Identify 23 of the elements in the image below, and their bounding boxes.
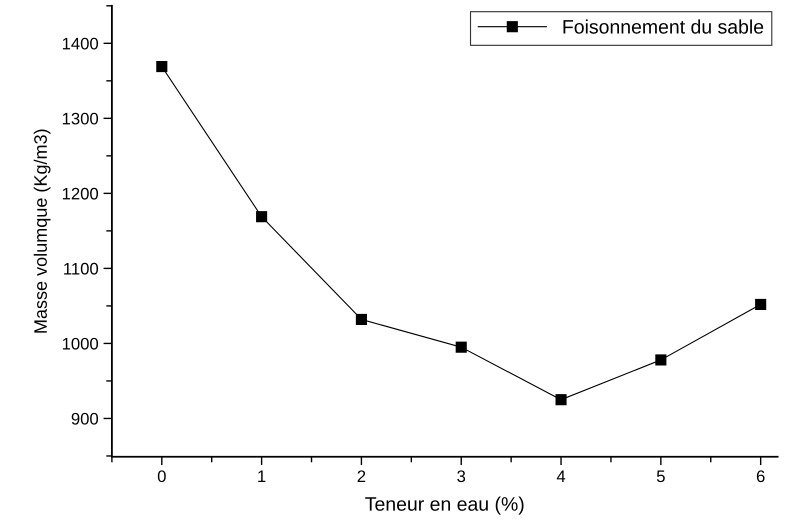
point — [156, 61, 168, 72]
x-tick-label: 0 — [158, 470, 166, 482]
point — [356, 314, 367, 325]
point — [655, 354, 666, 366]
point — [755, 298, 766, 310]
x-tick-label: 1 — [258, 470, 266, 482]
y-tick-label: 1100 — [64, 262, 98, 275]
x-tick-label: 4 — [556, 470, 566, 482]
y-tick-label: 1400 — [62, 38, 98, 50]
point — [256, 211, 268, 222]
x-tick-label: 2 — [358, 470, 366, 482]
x-tick-label: 5 — [656, 470, 665, 482]
point — [555, 394, 567, 406]
y-tick-label: 900 — [72, 412, 98, 425]
y-tick-label: 1300 — [62, 112, 98, 125]
point — [456, 342, 467, 353]
x-axis-title: Teneur en eau (%) — [365, 496, 524, 515]
y-axis-title: Masse volumque (Kg/m3) — [34, 130, 51, 333]
y-tick-label: 1200 — [62, 188, 98, 200]
y-tick-label: 1000 — [62, 338, 98, 350]
x-tick-label: 3 — [457, 470, 466, 482]
x-tick-label: 6 — [756, 470, 765, 482]
legend-label: Foisonnement du sable — [563, 19, 764, 34]
